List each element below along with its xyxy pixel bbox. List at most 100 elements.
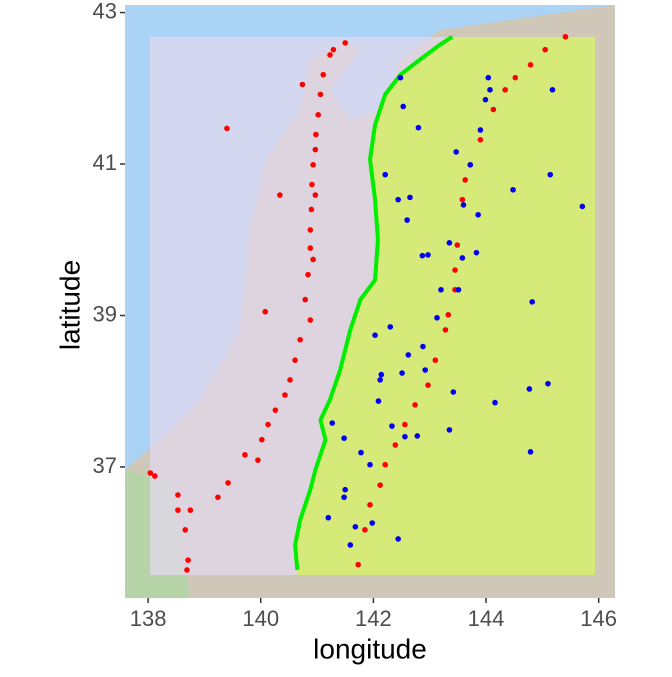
point [579, 203, 586, 210]
point [377, 377, 383, 383]
point [547, 171, 554, 178]
point [502, 87, 508, 93]
point [355, 561, 361, 568]
point [434, 314, 440, 321]
point [402, 421, 408, 428]
point [425, 252, 431, 258]
coast-line [293, 35, 454, 571]
point [526, 386, 533, 392]
point [542, 46, 548, 53]
point [405, 352, 412, 358]
point [490, 106, 497, 113]
x-tick-label: 138 [130, 606, 167, 631]
point [446, 240, 453, 246]
point [358, 449, 364, 456]
point [152, 473, 158, 479]
point [420, 343, 426, 350]
point [402, 433, 408, 440]
point [342, 486, 349, 493]
point [310, 256, 316, 263]
x-axis-title: longitude [313, 633, 427, 664]
point [277, 192, 283, 198]
point [320, 71, 327, 78]
point [327, 52, 333, 58]
point [369, 520, 376, 526]
point [400, 103, 407, 110]
point [329, 420, 336, 426]
point [147, 470, 154, 476]
point [307, 317, 314, 323]
point [372, 332, 378, 339]
point [510, 186, 516, 193]
point [545, 380, 551, 387]
point [313, 131, 319, 138]
point [527, 62, 534, 68]
point [389, 423, 395, 429]
point [378, 371, 385, 378]
point [375, 398, 382, 404]
point [312, 192, 319, 198]
point [175, 507, 181, 513]
point [184, 567, 190, 573]
point [310, 161, 316, 168]
point [473, 249, 480, 256]
point [549, 87, 556, 93]
point [419, 252, 426, 259]
point [425, 382, 431, 388]
point [442, 327, 449, 333]
point [342, 40, 349, 46]
point [477, 137, 484, 143]
point [215, 494, 221, 501]
point [377, 482, 383, 488]
point [272, 407, 279, 413]
point [432, 357, 439, 363]
point [404, 217, 410, 223]
point [330, 46, 337, 53]
point [454, 242, 461, 248]
point [482, 96, 489, 103]
point [407, 194, 413, 201]
y-tick-label: 37 [93, 453, 117, 478]
point [492, 399, 498, 406]
x-tick-label: 140 [242, 606, 279, 631]
y-tick-label: 39 [93, 301, 117, 326]
point [453, 149, 459, 155]
point [455, 286, 462, 293]
point [315, 112, 321, 118]
x-tick-label: 144 [468, 606, 505, 631]
point [265, 421, 271, 428]
point [387, 324, 394, 330]
point [182, 527, 189, 533]
point [307, 227, 314, 233]
point [259, 436, 265, 443]
point [475, 211, 481, 218]
point [452, 267, 458, 273]
point [450, 389, 457, 395]
point [312, 146, 319, 153]
point [395, 536, 401, 542]
point [302, 296, 309, 303]
x-tick-label: 146 [580, 606, 617, 631]
point [297, 336, 303, 343]
point [262, 308, 269, 315]
point [460, 202, 467, 208]
point [224, 125, 230, 132]
point [395, 196, 401, 203]
point [255, 457, 261, 463]
y-axis-title: latitude [54, 260, 85, 350]
point [282, 392, 288, 398]
point [485, 74, 492, 81]
point [527, 449, 534, 455]
point [352, 524, 359, 530]
point [317, 91, 324, 98]
point [459, 255, 466, 261]
point [382, 171, 389, 178]
map-background [125, 5, 615, 598]
point [382, 461, 389, 468]
point [367, 461, 373, 468]
y-tick-label: 41 [93, 150, 117, 175]
point [422, 367, 428, 373]
y-tick-label: 43 [93, 0, 117, 23]
point [477, 127, 484, 133]
